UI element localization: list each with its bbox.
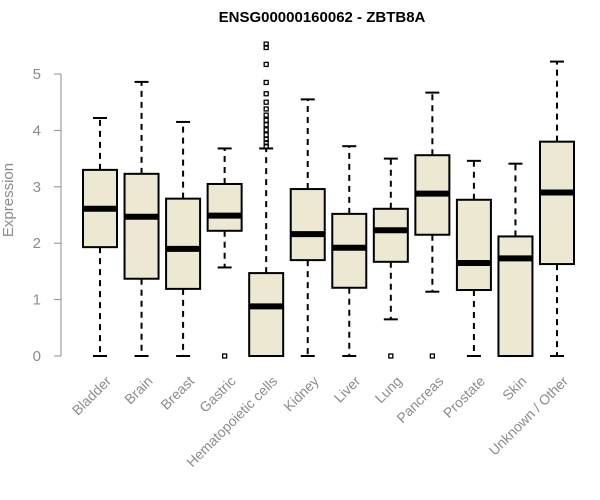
outlier-point bbox=[388, 353, 394, 359]
outlier-point bbox=[221, 353, 228, 359]
y-tick-label: 2 bbox=[33, 235, 41, 252]
outlier-point bbox=[263, 112, 269, 118]
outlier-point bbox=[429, 353, 436, 359]
x-category-label: Lung bbox=[372, 373, 405, 406]
y-tick-label: 4 bbox=[33, 122, 41, 139]
y-tick-label: 1 bbox=[33, 292, 41, 309]
box bbox=[123, 172, 160, 280]
box bbox=[372, 207, 409, 263]
outlier-point bbox=[263, 91, 269, 97]
outlier-point bbox=[263, 99, 269, 105]
x-category-label: Liver bbox=[331, 373, 364, 406]
box bbox=[497, 235, 534, 358]
x-category-label: Unknown / Other bbox=[486, 373, 572, 459]
x-category-label: Kidney bbox=[280, 373, 322, 415]
y-axis-label: Expression bbox=[0, 163, 17, 237]
box bbox=[331, 212, 368, 289]
chart-title: ENSG00000160062 - ZBTB8A bbox=[219, 9, 426, 26]
outlier-point bbox=[263, 122, 269, 128]
outlier-point bbox=[263, 117, 269, 123]
outlier-point bbox=[263, 136, 269, 143]
x-category-label: Prostate bbox=[440, 373, 488, 421]
box bbox=[539, 140, 575, 266]
x-category-label: Skin bbox=[499, 373, 530, 404]
y-tick-label: 5 bbox=[33, 66, 41, 83]
x-category-label: Brain bbox=[121, 373, 155, 407]
outlier-point bbox=[263, 79, 269, 86]
box bbox=[206, 182, 243, 232]
box bbox=[165, 197, 202, 290]
x-category-label: Breast bbox=[157, 373, 197, 413]
y-tick-label: 0 bbox=[33, 348, 41, 365]
outlier-point bbox=[263, 127, 269, 133]
y-tick-label: 3 bbox=[33, 179, 41, 196]
box bbox=[248, 272, 285, 358]
box bbox=[455, 198, 492, 292]
outlier-point bbox=[263, 41, 269, 47]
box bbox=[289, 188, 326, 262]
outlier-point bbox=[263, 132, 269, 138]
outlier-point bbox=[263, 61, 269, 68]
x-category-label: Bladder bbox=[69, 373, 115, 419]
outlier-point bbox=[263, 106, 269, 112]
